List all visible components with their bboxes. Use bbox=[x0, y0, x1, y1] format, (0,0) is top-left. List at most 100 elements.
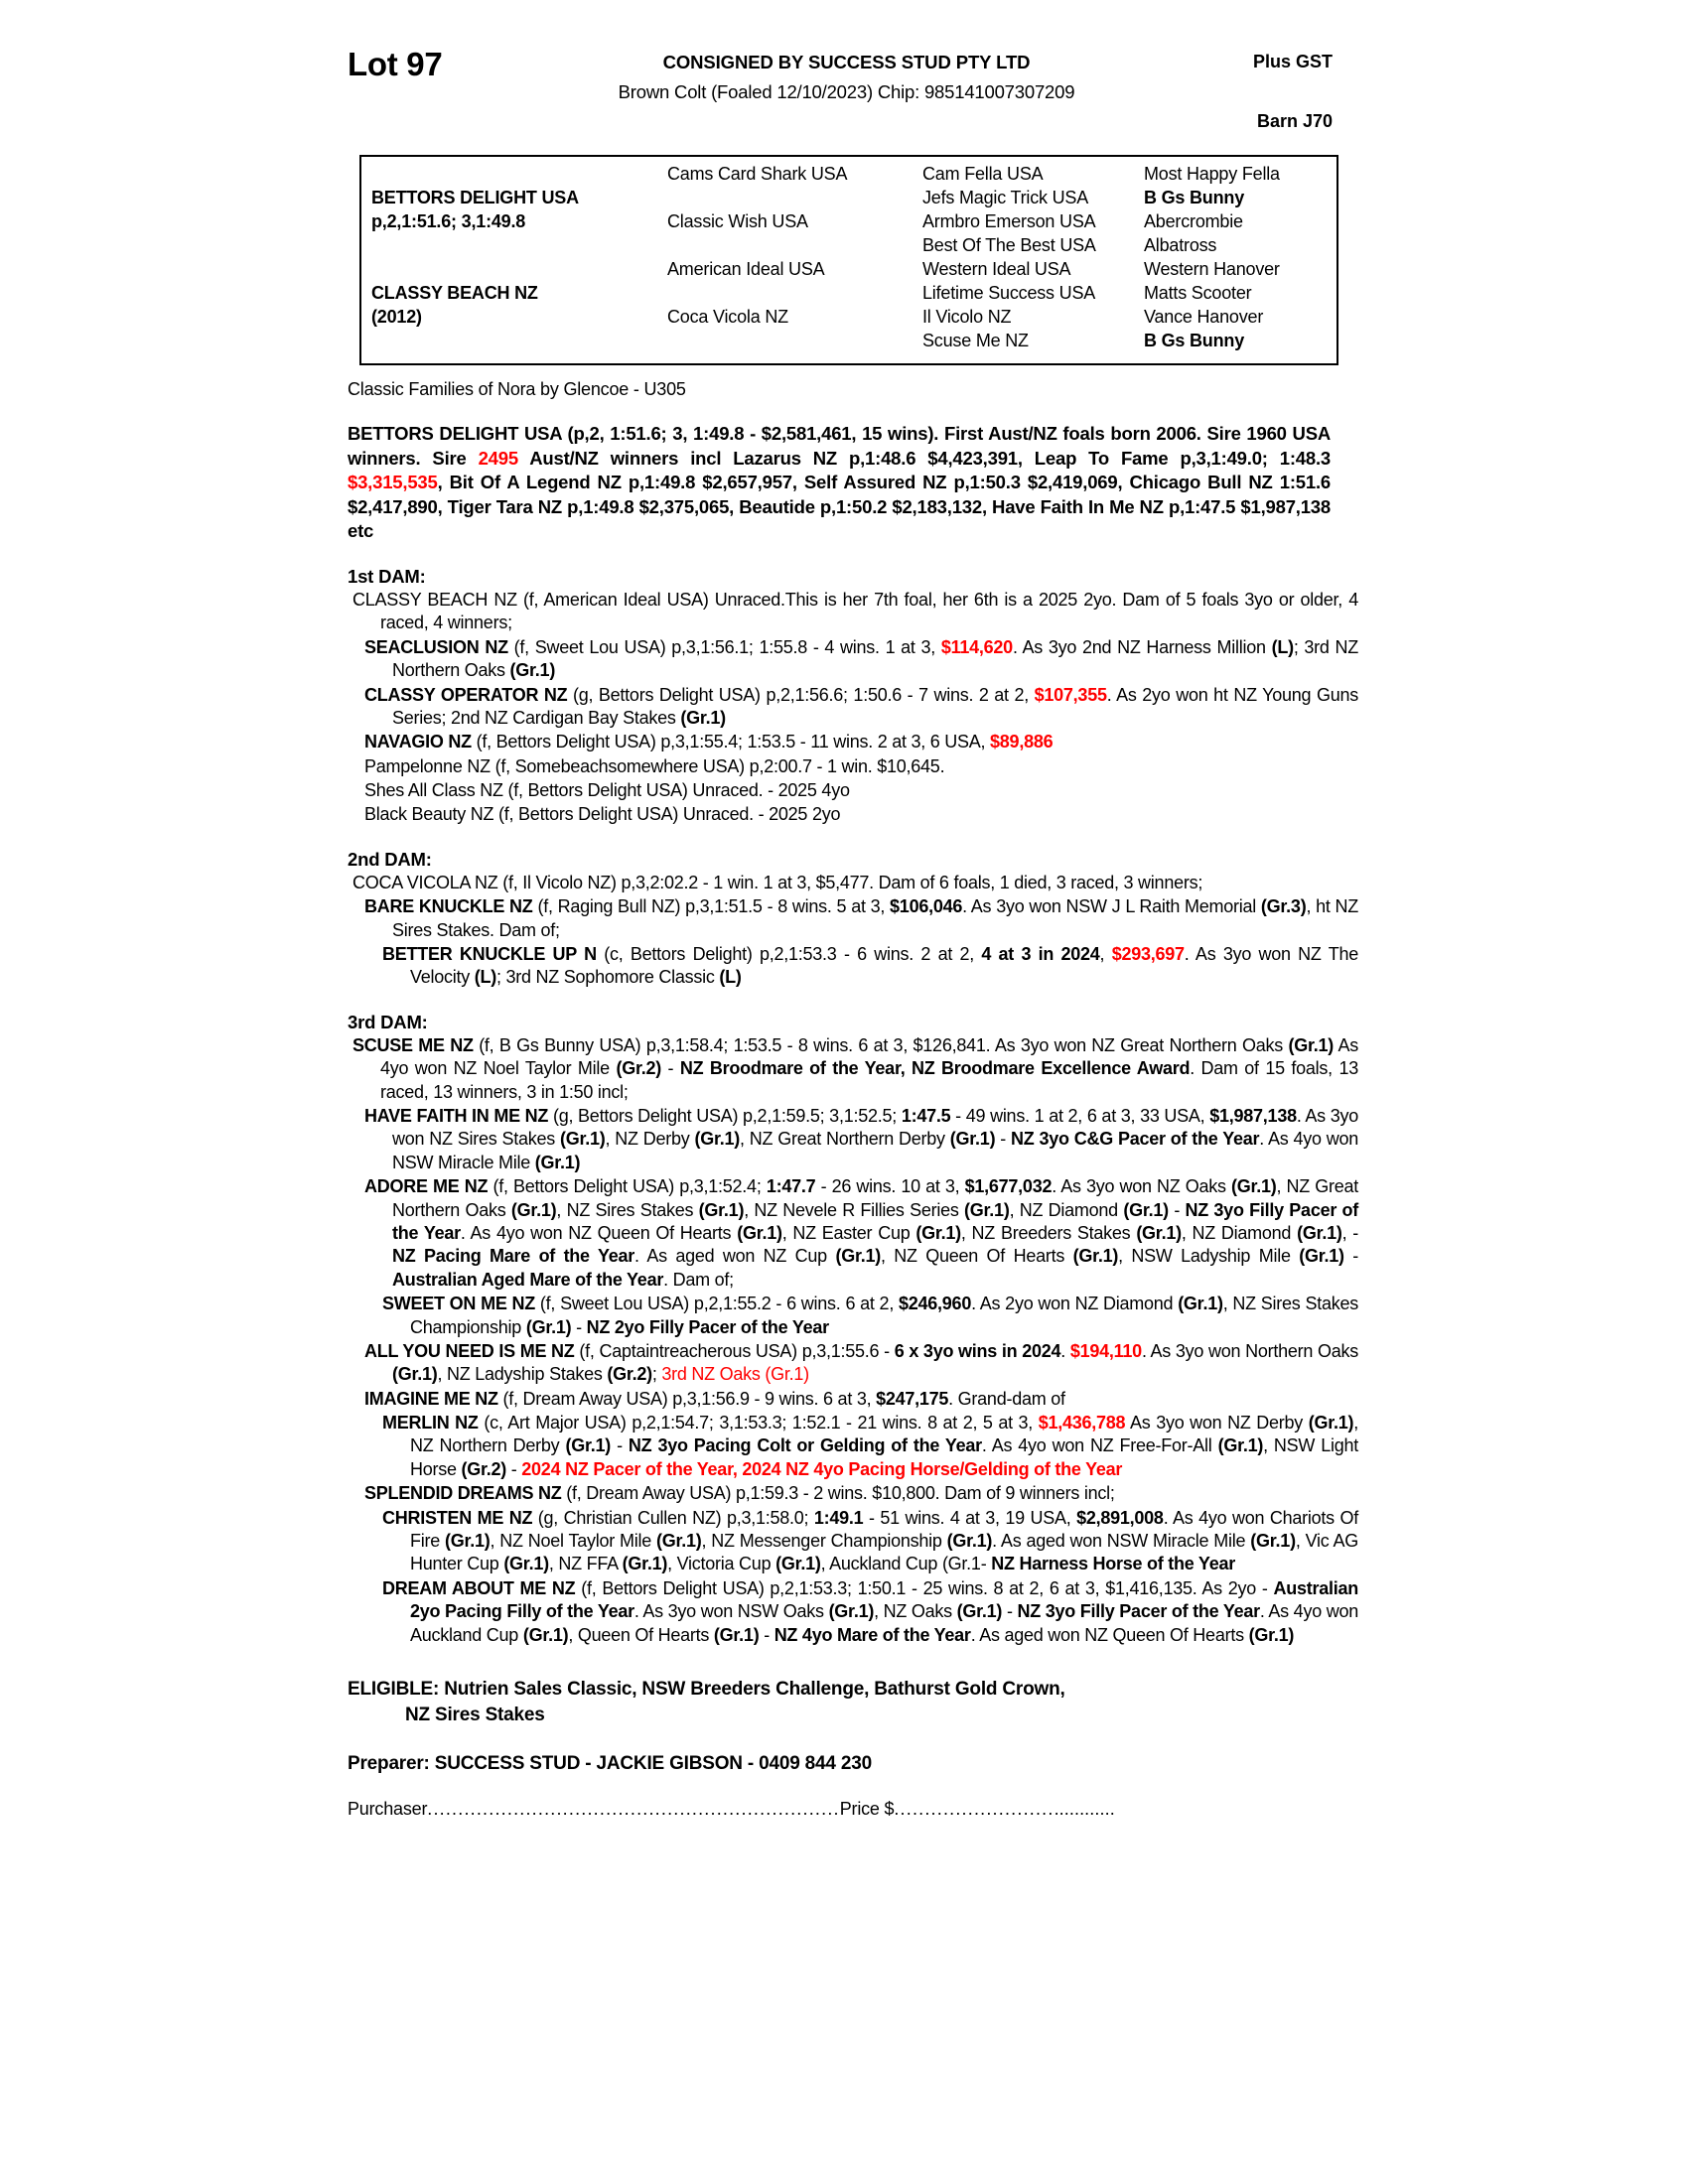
emphasis-text: NZ Pacing Mare of the Year bbox=[392, 1246, 635, 1267]
body-text: , NZ Sires Stakes Championship bbox=[410, 1294, 1358, 1337]
body-text: , - bbox=[1341, 1222, 1359, 1243]
pedigree-col-gen4: Most Happy Fella B Gs Bunny Abercrombie … bbox=[1144, 157, 1342, 363]
body-text: , NZ Easter Cup bbox=[781, 1222, 916, 1243]
body-text: Black Beauty NZ (f, Bettors Delight USA)… bbox=[364, 804, 841, 825]
body-text: - bbox=[1002, 1601, 1018, 1622]
dam-heading-3: 3rd DAM: bbox=[348, 1011, 428, 1032]
pedigree-entry: IMAGINE ME NZ (f, Dream Away USA) p,3,1:… bbox=[364, 1388, 1358, 1411]
pedigree-dam-name: CLASSY BEACH NZ bbox=[371, 283, 538, 303]
body-text: - 49 wins. 1 at 2, 6 at 3, 33 USA, bbox=[950, 1106, 1210, 1126]
emphasis-text: (Gr.1) bbox=[656, 1531, 702, 1552]
pedigree-gen3-1: Jefs Magic Trick USA bbox=[922, 188, 1089, 207]
body-text: . As 2yo won NZ Diamond bbox=[971, 1294, 1179, 1314]
body-text: . Dam of; bbox=[663, 1269, 734, 1290]
body-text: . As 3yo won NZ Sires Stakes bbox=[392, 1106, 1359, 1150]
pedigree-entry: BARE KNUCKLE NZ (f, Raging Bull NZ) p,3,… bbox=[364, 895, 1358, 942]
purchaser-price-line: Purchaser...............................… bbox=[348, 1799, 1326, 1820]
pedigree-gen4-2: Abercrombie bbox=[1144, 211, 1243, 231]
emphasis-text: $2,891,008 bbox=[1076, 1507, 1164, 1528]
body-text: . As 4yo won NZ Queen Of Hearts bbox=[460, 1222, 738, 1243]
body-text: - bbox=[759, 1624, 774, 1645]
highlight-text: $114,620 bbox=[940, 636, 1013, 657]
body-text: (f, Dream Away USA) p,1:59.3 - 2 wins. $… bbox=[561, 1483, 1115, 1504]
body-text: , NZ Derby bbox=[605, 1129, 695, 1150]
emphasis-text: $1,677,032 bbox=[964, 1176, 1053, 1197]
pedigree-gen2-1: Classic Wish USA bbox=[667, 211, 808, 231]
body-text: Shes All Class NZ (f, Bettors Delight US… bbox=[364, 780, 850, 801]
emphasis-text: (Gr.2) bbox=[607, 1364, 652, 1385]
sire-para-part2: Aust/NZ winners incl Lazarus NZ p,1:48.6… bbox=[517, 447, 1331, 469]
sire-winners-count: 2495 bbox=[478, 447, 519, 469]
body-text: CLASSY BEACH NZ bbox=[352, 589, 517, 610]
body-text: , NZ Ladyship Stakes bbox=[437, 1364, 608, 1385]
emphasis-text: (Gr.1) bbox=[1178, 1294, 1223, 1314]
emphasis-text: (Gr.1) bbox=[694, 1129, 741, 1150]
emphasis-text: (Gr.1) bbox=[698, 1199, 745, 1220]
emphasis-text: (Gr.1) bbox=[445, 1531, 491, 1552]
pedigree-gen3-7: Scuse Me NZ bbox=[922, 331, 1029, 350]
emphasis-text: BARE KNUCKLE NZ bbox=[364, 896, 533, 917]
preparer-line: Preparer: SUCCESS STUD - JACKIE GIBSON -… bbox=[348, 1753, 872, 1775]
body-text: (c, Bettors Delight) p,2,1:53.3 - 6 wins… bbox=[596, 944, 982, 965]
pedigree-gen4-0: Most Happy Fella bbox=[1144, 164, 1280, 184]
body-text: (f, Captaintreacherous USA) p,3,1:55.6 - bbox=[574, 1340, 895, 1361]
emphasis-text: NZ 2yo Filly Pacer of the Year bbox=[586, 1316, 830, 1337]
pedigree-entry: BETTER KNUCKLE UP N (c, Bettors Delight)… bbox=[382, 943, 1358, 990]
pedigree-gen2-2: American Ideal USA bbox=[667, 259, 825, 279]
emphasis-text: NZ 3yo Pacing Colt or Gelding of the Yea… bbox=[628, 1435, 982, 1456]
highlight-text: $293,697 bbox=[1111, 944, 1185, 965]
pedigree-entry: HAVE FAITH IN ME NZ (g, Bettors Delight … bbox=[364, 1105, 1358, 1174]
emphasis-text: 1:47.5 bbox=[901, 1106, 951, 1126]
body-text: (f, B Gs Bunny USA) p,3,1:58.4; 1:53.5 -… bbox=[473, 1034, 1289, 1055]
highlight-text: $107,355 bbox=[1034, 684, 1107, 705]
pedigree-sire-record: p,2,1:51.6; 3,1:49.8 bbox=[371, 211, 526, 231]
body-text: As 3yo won NZ Derby bbox=[1125, 1413, 1309, 1433]
pedigree-gen4-1: B Gs Bunny bbox=[1144, 188, 1245, 207]
pedigree-col-parents: BETTORS DELIGHT USA p,2,1:51.6; 3,1:49.8… bbox=[371, 157, 669, 363]
emphasis-text: (Gr.1) bbox=[1072, 1246, 1119, 1267]
emphasis-text: (Gr.3) bbox=[1260, 896, 1307, 917]
pedigree-gen3-5: Lifetime Success USA bbox=[922, 283, 1096, 303]
emphasis-text: 4 at 3 in 2024 bbox=[981, 944, 1100, 965]
body-text: , Victoria Cup bbox=[667, 1554, 776, 1574]
emphasis-text: (Gr.1) bbox=[1288, 1034, 1335, 1055]
emphasis-text: (Gr.1) bbox=[680, 707, 726, 728]
body-text: - bbox=[1168, 1199, 1186, 1220]
emphasis-text: SCUSE ME NZ bbox=[352, 1034, 474, 1055]
emphasis-text: (Gr.1) bbox=[713, 1624, 760, 1645]
emphasis-text: CLASSY OPERATOR NZ bbox=[364, 684, 568, 705]
emphasis-text: NZ Harness Horse of the Year bbox=[991, 1554, 1235, 1574]
body-text: - bbox=[1343, 1246, 1359, 1267]
pedigree-entry: ADORE ME NZ (f, Bettors Delight USA) p,3… bbox=[364, 1175, 1358, 1292]
emphasis-text: NZ 4yo Mare of the Year bbox=[774, 1624, 971, 1645]
emphasis-text: $1,987,138 bbox=[1209, 1106, 1297, 1126]
body-text: , NZ Breeders Stakes bbox=[960, 1222, 1137, 1243]
body-text: - bbox=[661, 1058, 680, 1079]
body-text: , bbox=[1099, 944, 1112, 965]
body-text: (f, American Ideal USA) Unraced.This is … bbox=[380, 589, 1358, 633]
body-text: (f, Sweet Lou USA) p,3,1:56.1; 1:55.8 - … bbox=[507, 636, 941, 657]
pedigree-entry: CLASSY BEACH NZ (f, American Ideal USA) … bbox=[352, 589, 1358, 635]
body-text: , NZ Diamond bbox=[1009, 1199, 1124, 1220]
pedigree-gen2-0: Cams Card Shark USA bbox=[667, 164, 848, 184]
emphasis-text: (Gr.1) bbox=[775, 1554, 821, 1574]
body-text: - bbox=[571, 1316, 587, 1337]
body-text: , NZ Noel Taylor Mile bbox=[490, 1531, 657, 1552]
pedigree-entry: SPLENDID DREAMS NZ (f, Dream Away USA) p… bbox=[364, 1482, 1358, 1505]
body-text: . As aged won NSW Miracle Mile bbox=[992, 1531, 1251, 1552]
pedigree-gen4-3: Albatross bbox=[1144, 235, 1217, 255]
body-text: . As 3yo won NSW Oaks bbox=[633, 1601, 829, 1622]
emphasis-text: (Gr.1) bbox=[949, 1129, 996, 1150]
pedigree-entry: Pampelonne NZ (f, Somebeachsomewhere USA… bbox=[364, 755, 1358, 778]
body-text: , Queen Of Hearts bbox=[568, 1624, 714, 1645]
emphasis-text: (L) bbox=[474, 967, 497, 988]
pedigree-entry: Black Beauty NZ (f, Bettors Delight USA)… bbox=[364, 803, 1358, 826]
emphasis-text: (Gr.1) bbox=[1250, 1531, 1296, 1552]
body-text: (c, Art Major USA) p,2,1:54.7; 3,1:53.3;… bbox=[478, 1413, 1039, 1433]
body-text: , NZ Oaks bbox=[874, 1601, 957, 1622]
colt-description: Brown Colt (Foaled 12/10/2023) Chip: 985… bbox=[618, 81, 1075, 102]
pedigree-entry: CLASSY OPERATOR NZ (g, Bettors Delight U… bbox=[364, 684, 1358, 731]
pedigree-gen4-4: Western Hanover bbox=[1144, 259, 1280, 279]
body-text: (f, Dream Away USA) p,3,1:56.9 - 9 wins.… bbox=[497, 1388, 877, 1409]
emphasis-text: (L) bbox=[719, 967, 742, 988]
